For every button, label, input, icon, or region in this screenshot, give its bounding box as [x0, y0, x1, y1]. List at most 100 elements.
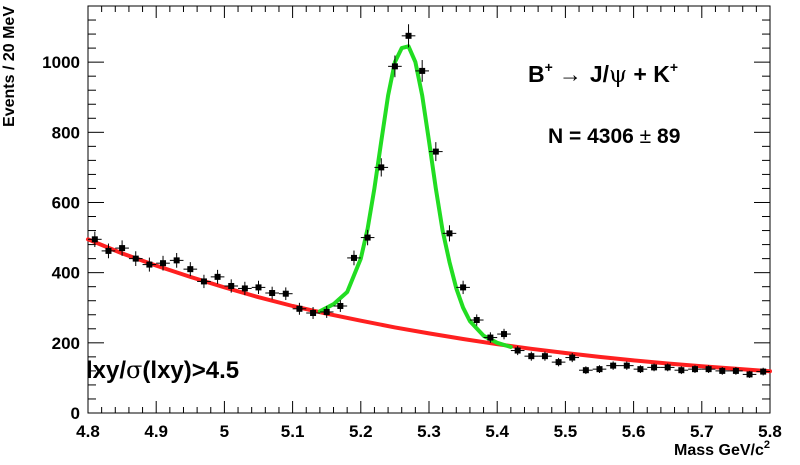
- data-point: [115, 240, 129, 256]
- point-marker: [391, 63, 398, 70]
- x-tick-label: 4.8: [76, 422, 100, 441]
- x-tick-label: 5.7: [690, 422, 714, 441]
- x-tick-labels: 4.8 4.9 5 5.1 5.2 5.3 5.4 5.5 5.6 5.7 5.8: [76, 422, 782, 441]
- data-point: [619, 361, 634, 370]
- cut-annotation: lxy/σ(lxy)>4.5: [86, 356, 239, 384]
- x-tick-label: 5.1: [281, 422, 305, 441]
- data-point: [224, 279, 239, 293]
- x-axis-title: Mass GeV/c2: [674, 439, 770, 459]
- point-marker: [296, 305, 303, 312]
- data-point: [701, 365, 716, 374]
- point-marker: [323, 308, 330, 315]
- data-points: [88, 24, 770, 378]
- data-point: [142, 257, 157, 272]
- data-point: [729, 367, 743, 375]
- data-point: [538, 351, 552, 361]
- data-point: [483, 332, 498, 343]
- data-point: [333, 300, 348, 312]
- data-point: [592, 365, 607, 374]
- data-point: [660, 363, 675, 372]
- data-point: [306, 307, 320, 319]
- x-tick-label: 5.5: [554, 422, 578, 441]
- y-tick-labels: 0 200 400 600 800 1000: [42, 53, 80, 423]
- point-marker: [610, 362, 617, 369]
- data-point: [88, 231, 102, 248]
- point-marker: [132, 255, 139, 262]
- data-point: [360, 229, 375, 246]
- point-marker: [637, 366, 644, 373]
- point-marker: [473, 317, 480, 324]
- point-marker: [282, 290, 289, 297]
- data-point: [579, 366, 593, 375]
- data-point: [278, 287, 293, 301]
- data-point: [442, 225, 457, 242]
- point-marker: [719, 367, 726, 374]
- point-marker: [746, 371, 753, 378]
- point-marker: [214, 273, 221, 280]
- point-marker: [732, 367, 739, 374]
- point-marker: [569, 354, 576, 361]
- point-marker: [255, 284, 262, 291]
- point-marker: [596, 366, 603, 373]
- y-tick-label: 600: [52, 193, 80, 212]
- point-marker: [337, 302, 344, 309]
- fit-curves: [86, 44, 772, 374]
- data-point: [197, 274, 211, 289]
- data-point: [497, 328, 511, 340]
- data-point: [128, 251, 143, 266]
- point-marker: [310, 310, 317, 317]
- data-point: [101, 243, 116, 259]
- y-axis-title: Events / 20 MeV: [1, 6, 18, 127]
- point-marker: [228, 282, 235, 289]
- y-tick-label: 0: [71, 404, 80, 423]
- point-marker: [91, 236, 98, 243]
- data-point: [415, 60, 429, 82]
- point-marker: [187, 266, 194, 273]
- point-marker: [623, 362, 630, 369]
- point-marker: [691, 366, 698, 373]
- data-point: [715, 367, 730, 375]
- data-point: [183, 262, 198, 277]
- x-tick-label: 5.4: [485, 422, 509, 441]
- data-point: [429, 142, 443, 162]
- data-point: [606, 361, 620, 370]
- point-marker: [364, 234, 371, 241]
- point-marker: [651, 364, 658, 371]
- point-marker: [514, 347, 521, 354]
- point-marker: [555, 359, 562, 366]
- data-point: [633, 365, 648, 374]
- x-tick-label: 4.9: [144, 422, 168, 441]
- data-point: [674, 366, 689, 375]
- data-point: [347, 250, 361, 266]
- point-marker: [446, 230, 453, 237]
- signal-fit-curve: [317, 44, 513, 349]
- data-point: [265, 286, 279, 300]
- point-marker: [378, 164, 385, 171]
- data-point: [156, 255, 170, 271]
- point-marker: [200, 278, 207, 285]
- data-point: [756, 367, 770, 376]
- background-fit-curve: [86, 237, 772, 374]
- data-point: [742, 370, 757, 378]
- data-point: [238, 281, 252, 296]
- axis-ticks: [87, 5, 771, 414]
- data-point: [456, 280, 470, 295]
- x-tick-label: 5.6: [622, 422, 646, 441]
- y-tick-label: 1000: [42, 53, 80, 72]
- data-point: [292, 302, 307, 315]
- data-point: [688, 365, 702, 374]
- data-point: [388, 55, 402, 78]
- point-marker: [119, 245, 126, 252]
- data-point: [551, 357, 566, 367]
- data-point: [510, 345, 525, 356]
- data-point: [210, 269, 225, 284]
- decay-annotation: B+ → J/ψ + K+: [528, 59, 678, 88]
- point-marker: [432, 148, 439, 155]
- y-tick-label: 400: [52, 264, 80, 283]
- point-marker: [160, 260, 167, 267]
- data-point: [374, 158, 389, 177]
- point-marker: [705, 366, 712, 373]
- point-marker: [173, 257, 180, 264]
- point-marker: [528, 353, 535, 360]
